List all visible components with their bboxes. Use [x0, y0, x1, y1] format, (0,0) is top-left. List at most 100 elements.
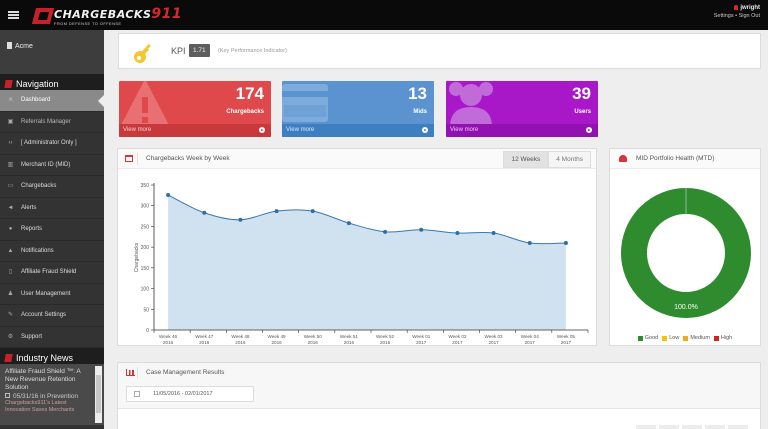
- bullhorn-icon: ◄: [7, 204, 14, 211]
- sidebar-item-label: Account Settings: [21, 312, 67, 319]
- legend-medium[interactable]: Medium: [683, 335, 710, 341]
- x-tick-year: 2016: [380, 340, 391, 345]
- y-tick-label: 300: [141, 204, 150, 210]
- credit-card-icon: ▭: [7, 183, 14, 190]
- sidebar: Acme Navigation ■ Dashboard ▣ Referrals Ma…: [0, 30, 104, 429]
- page-button[interactable]: [659, 425, 679, 429]
- bank-icon: ▥: [7, 161, 14, 168]
- sidebar-item-dashboard[interactable]: ■ Dashboard: [0, 90, 104, 112]
- brand-number: 911: [151, 5, 183, 22]
- sidebar-item-chargebacks[interactable]: ▭ Chargebacks: [0, 176, 104, 198]
- sidebar-item-account-settings[interactable]: ✎ Account Settings: [0, 305, 104, 327]
- view-more-label: View more: [123, 127, 152, 133]
- kpi-value-badge: 1.71: [189, 44, 210, 57]
- building-icon: [7, 42, 12, 49]
- page-button[interactable]: [728, 425, 748, 429]
- scrollbar-thumb[interactable]: [96, 375, 101, 413]
- sign-out-link[interactable]: Sign Out: [738, 13, 760, 19]
- arrow-circle-right-icon: [586, 127, 592, 133]
- username[interactable]: jwright: [714, 5, 760, 11]
- sidebar-item-label: User Management: [21, 290, 71, 297]
- data-point[interactable]: [491, 231, 496, 236]
- data-point[interactable]: [563, 241, 568, 245]
- menu-toggle-icon[interactable]: [8, 11, 19, 19]
- sidebar-item-label: Support: [21, 333, 43, 340]
- chargebacks-view-more-link[interactable]: View more: [119, 124, 271, 137]
- data-point[interactable]: [238, 217, 243, 222]
- y-axis-label: Chargebacks: [134, 242, 140, 272]
- news-scrollbar[interactable]: [95, 366, 102, 423]
- panel-title: Chargebacks Week by Week: [146, 155, 230, 162]
- legend-low[interactable]: Low: [662, 335, 679, 341]
- sidebar-item-label: Alerts: [21, 204, 37, 211]
- users-view-more-link[interactable]: View more: [446, 124, 598, 137]
- users-icon: [449, 82, 493, 127]
- x-tick-year: 2016: [199, 340, 210, 345]
- arrow-circle-right-icon: [422, 127, 428, 133]
- date-range-picker[interactable]: 11/05/2016 - 02/01/2017: [126, 386, 254, 402]
- divider: [118, 408, 760, 409]
- arrow-circle-right-icon: [259, 127, 265, 133]
- news-feed: Affiliate Fraud Shield ™: A New Revenue …: [0, 364, 104, 425]
- range-toggle: 12 Weeks 4 Months: [503, 151, 591, 168]
- sidebar-item-merchant-id[interactable]: ▥ Merchant ID (MID): [0, 155, 104, 176]
- x-tick-label: Week 01: [412, 334, 430, 339]
- mids-count: 13: [408, 84, 427, 103]
- news-title-link[interactable]: Affiliate Fraud Shield ™: A New Revenue …: [5, 368, 81, 391]
- sidebar-item-affiliate-fraud-shield[interactable]: ▯ Affiliate Fraud Shield: [0, 262, 104, 284]
- x-tick-year: 2016: [308, 340, 319, 345]
- page-button[interactable]: [636, 425, 656, 429]
- sidebar-item-notifications[interactable]: ▲ Notifications: [0, 241, 104, 262]
- legend-label: Good: [644, 335, 659, 341]
- logo-mark-icon: [4, 353, 13, 362]
- data-point[interactable]: [419, 227, 424, 232]
- industry-news-title: Industry News: [16, 352, 74, 363]
- kpi-description: (Key Performance Indicator): [218, 48, 287, 54]
- logo-mark-icon: [4, 79, 13, 88]
- warning-icon: [119, 81, 171, 129]
- view-more-label: View more: [286, 127, 315, 133]
- calendar-icon: [125, 155, 133, 162]
- sidebar-item-reports[interactable]: ● Reports: [0, 219, 104, 241]
- chargebacks-count: 174: [235, 84, 264, 103]
- sidebar-item-alerts[interactable]: ◄ Alerts: [0, 198, 104, 219]
- x-tick-label: Week 49: [268, 334, 286, 339]
- sidebar-item-user-management[interactable]: ♟ User Management: [0, 284, 104, 305]
- y-tick-label: 250: [141, 224, 150, 230]
- sidebar-item-label: Referrals Manager: [21, 118, 71, 125]
- legend-good[interactable]: Good: [637, 335, 659, 341]
- mids-view-more-link[interactable]: View more: [282, 124, 434, 137]
- legend-label: Low: [669, 335, 680, 341]
- brand-logo[interactable]: CHARGEBACKS911 FROM DEFENSE TO OFFENSE: [31, 5, 183, 26]
- data-point[interactable]: [455, 231, 460, 236]
- x-tick-label: Week 03: [485, 334, 503, 339]
- shield-icon: ▯: [8, 269, 13, 276]
- sidebar-item-support[interactable]: ⚙ Support: [0, 327, 104, 348]
- news-category-link[interactable]: Prevention: [47, 393, 79, 400]
- range-12-weeks-button[interactable]: 12 Weeks: [503, 151, 549, 168]
- settings-link[interactable]: Settings: [713, 13, 734, 19]
- page-button[interactable]: [682, 425, 702, 429]
- news-in-label: in: [40, 393, 46, 400]
- data-point[interactable]: [346, 221, 351, 226]
- account-name-row[interactable]: Acme: [0, 30, 104, 74]
- data-point[interactable]: [383, 229, 388, 234]
- range-4-months-button[interactable]: 4 Months: [548, 151, 591, 168]
- users-icon: ♟: [7, 290, 14, 297]
- page-button[interactable]: [705, 425, 725, 429]
- sidebar-item-administrator-only[interactable]: ‹› [ Administrator Only ]: [0, 133, 104, 155]
- sidebar-item-referrals-manager[interactable]: ▣ Referrals Manager: [0, 112, 104, 133]
- data-point[interactable]: [527, 241, 532, 245]
- news-next-title-link[interactable]: Chargebacks911's Latest Innovation Saves…: [5, 400, 75, 413]
- sidebar-item-label: Affiliate Fraud Shield: [21, 269, 77, 276]
- legend-swatch: [637, 335, 643, 341]
- results-area: [118, 409, 760, 429]
- data-point[interactable]: [310, 209, 315, 214]
- data-point[interactable]: [274, 209, 279, 214]
- data-point[interactable]: [202, 210, 207, 215]
- data-point[interactable]: [166, 192, 171, 197]
- y-tick-label: 200: [141, 245, 150, 251]
- legend-high[interactable]: High: [713, 335, 732, 341]
- dashboard-icon: ■: [8, 97, 13, 104]
- globe-icon: ●: [8, 226, 13, 233]
